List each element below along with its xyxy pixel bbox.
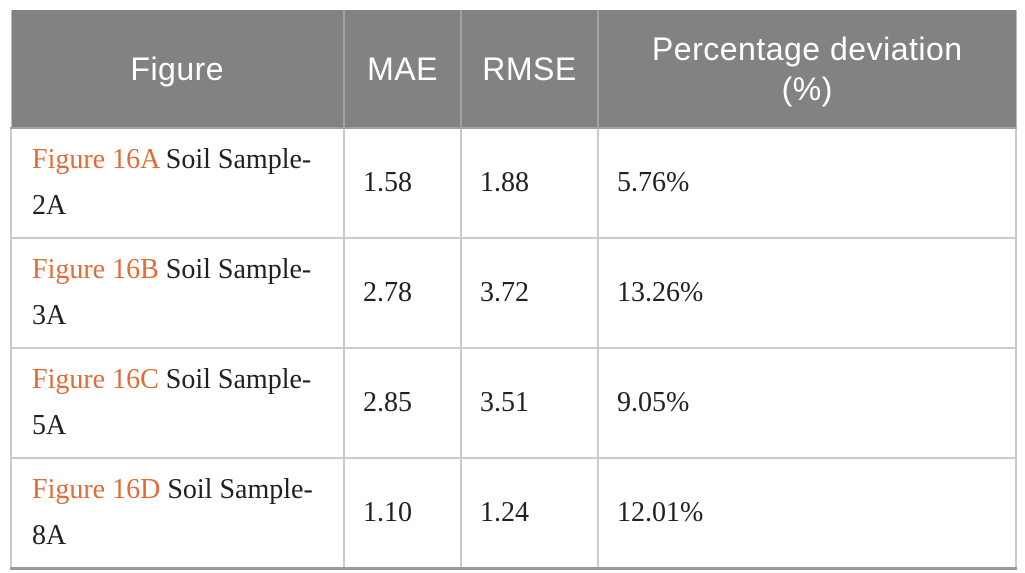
mae-cell: 2.78 bbox=[343, 237, 462, 349]
deviation-cell: 13.26% bbox=[597, 237, 1017, 349]
table-row: Figure 16A Soil Sample-2A 1.58 1.88 5.76… bbox=[10, 127, 1017, 239]
figure-link[interactable]: Figure 16B bbox=[32, 253, 159, 285]
deviation-cell: 5.76% bbox=[597, 127, 1017, 239]
table-row: Figure 16B Soil Sample-3A 2.78 3.72 13.2… bbox=[10, 237, 1017, 349]
header-row: Figure MAE RMSE Percentage deviation (%) bbox=[10, 10, 1017, 129]
figure-label: Soil Sample-8A bbox=[32, 473, 313, 551]
mae-cell: 1.58 bbox=[343, 127, 462, 239]
rmse-cell: 1.24 bbox=[460, 457, 599, 570]
figure-label: Soil Sample-2A bbox=[32, 143, 312, 221]
figure-cell: Figure 16D Soil Sample-8A bbox=[10, 457, 345, 570]
figure-label: Soil Sample-3A bbox=[32, 253, 312, 331]
column-header-figure: Figure bbox=[10, 10, 345, 129]
figure-cell: Figure 16B Soil Sample-3A bbox=[10, 237, 345, 349]
mae-cell: 1.10 bbox=[343, 457, 462, 570]
rmse-cell: 3.72 bbox=[460, 237, 599, 349]
figure-link[interactable]: Figure 16A bbox=[32, 143, 159, 175]
deviation-cell: 12.01% bbox=[597, 457, 1017, 570]
figure-cell: Figure 16C Soil Sample-5A bbox=[10, 347, 345, 459]
figure-link[interactable]: Figure 16D bbox=[32, 473, 161, 505]
column-header-rmse: RMSE bbox=[460, 10, 599, 129]
rmse-cell: 1.88 bbox=[460, 127, 599, 239]
mae-cell: 2.85 bbox=[343, 347, 462, 459]
figure-link[interactable]: Figure 16C bbox=[32, 363, 159, 395]
figure-cell: Figure 16A Soil Sample-2A bbox=[10, 127, 345, 239]
column-header-deviation: Percentage deviation (%) bbox=[597, 10, 1017, 129]
figure-label: Soil Sample-5A bbox=[32, 363, 312, 441]
rmse-cell: 3.51 bbox=[460, 347, 599, 459]
table-row: Figure 16C Soil Sample-5A 2.85 3.51 9.05… bbox=[10, 347, 1017, 459]
column-header-deviation-label: Percentage deviation (%) bbox=[651, 30, 963, 107]
evaluation-metrics-table: Figure MAE RMSE Percentage deviation (%)… bbox=[10, 10, 1017, 570]
table-row: Figure 16D Soil Sample-8A 1.10 1.24 12.0… bbox=[10, 457, 1017, 570]
deviation-cell: 9.05% bbox=[597, 347, 1017, 459]
column-header-mae: MAE bbox=[343, 10, 462, 129]
